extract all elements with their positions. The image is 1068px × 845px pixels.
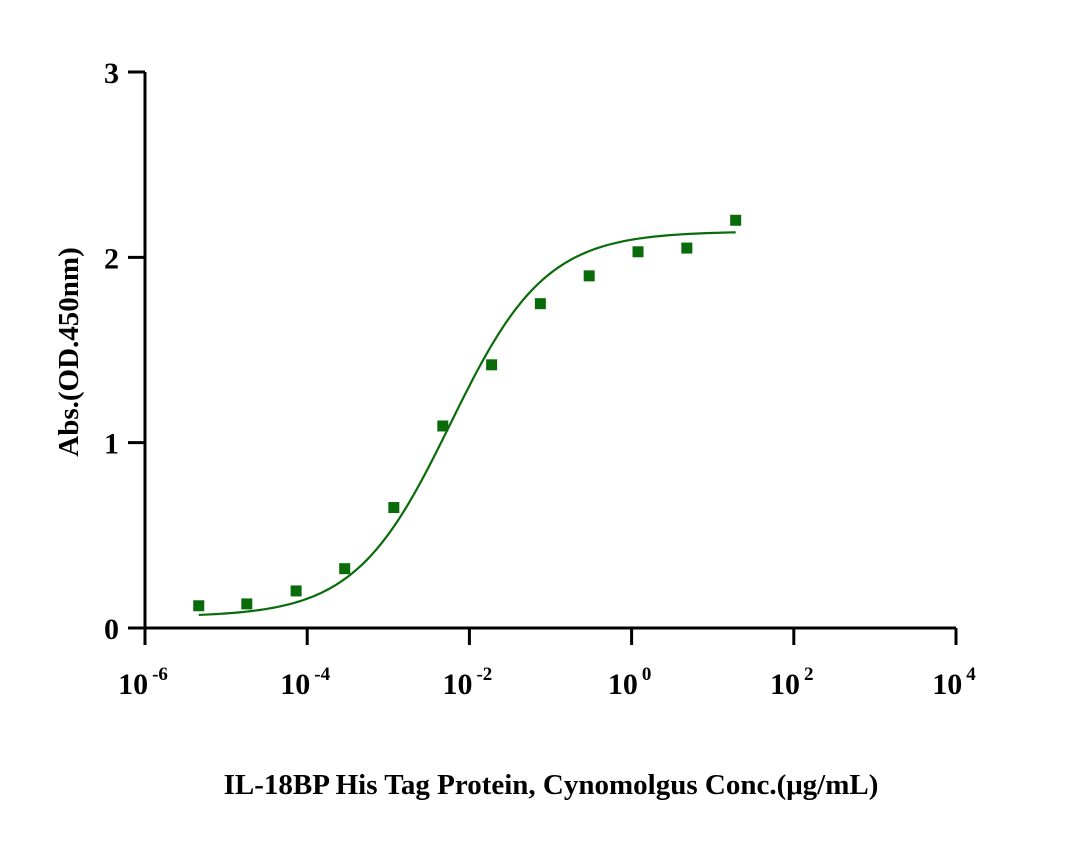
y-tick-label: 3: [104, 57, 119, 90]
x-tick-label-exponent: -4: [314, 664, 330, 685]
x-tick-label-exponent: 2: [804, 664, 814, 685]
y-tick-label: 0: [104, 613, 119, 646]
x-tick-label-base: 10: [118, 668, 148, 701]
x-axis-ticks: 10 -6 10 -4 10 -2 10 0 10 2 10 4: [118, 628, 976, 701]
x-tick-label-exponent: 4: [966, 664, 976, 685]
data-point: [339, 563, 351, 575]
data-point: [681, 242, 693, 254]
x-tick-label-exponent: -2: [476, 664, 492, 685]
x-tick-label: 10 2: [770, 664, 814, 701]
y-axis-ticks: 0 1 2 3: [104, 57, 145, 646]
x-tick-label: 10 -4: [280, 664, 330, 701]
data-point: [437, 420, 449, 432]
x-tick-label: 10 -6: [118, 664, 168, 701]
x-axis-title: IL-18BP His Tag Protein, Cynomolgus Conc…: [224, 769, 879, 801]
x-tick-label-exponent: -6: [152, 664, 168, 685]
x-tick-label-base: 10: [770, 668, 800, 701]
x-tick-label-base: 10: [932, 668, 962, 701]
x-tick-label-exponent: 0: [642, 664, 652, 685]
data-point: [290, 585, 302, 597]
y-axis-title: Abs.(OD.450nm): [53, 247, 85, 456]
data-point: [486, 359, 498, 371]
x-tick-label-base: 10: [280, 668, 310, 701]
data-point: [241, 598, 253, 610]
data-point: [730, 214, 742, 226]
x-tick-label: 10 -2: [442, 664, 492, 701]
data-point: [193, 600, 205, 612]
data-point: [583, 270, 595, 282]
y-tick-label: 2: [104, 242, 119, 275]
data-point: [534, 298, 546, 310]
data-points: [193, 214, 742, 612]
x-tick-label: 10 0: [608, 664, 652, 701]
fit-curve: [198, 231, 736, 617]
x-tick-label-base: 10: [442, 668, 472, 701]
x-tick-label: 10 4: [932, 664, 976, 701]
data-point: [632, 246, 644, 258]
data-point: [388, 502, 400, 514]
y-tick-label: 1: [104, 428, 119, 461]
x-tick-label-base: 10: [608, 668, 638, 701]
